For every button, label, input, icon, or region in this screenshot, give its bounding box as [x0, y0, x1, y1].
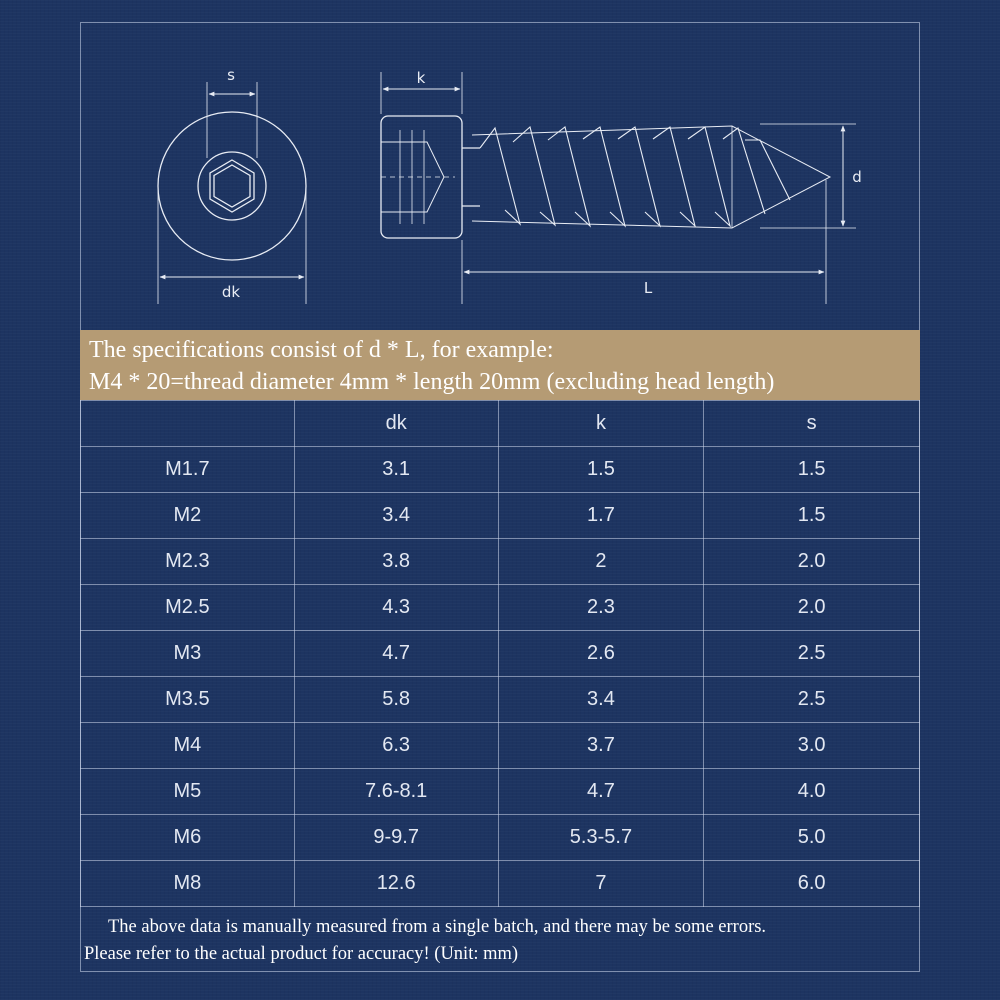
spec-table: dk k s M1.7 3.1 1.5 1.5 M2 3.4 1.7 1.5 M2.3 3.8… — [80, 400, 920, 907]
dk-cell: 9-9.7 — [293, 814, 499, 861]
dk-label: dk — [222, 283, 241, 301]
k-label: k — [417, 69, 426, 87]
table-row: M4 6.3 3.7 3.0 — [80, 722, 920, 769]
banner-line-2: M4 * 20=thread diameter 4mm * length 20m… — [89, 369, 775, 395]
dk-cell: 12.6 — [293, 860, 499, 907]
k-cell: 2.3 — [497, 584, 705, 631]
k-cell: 2 — [497, 538, 705, 585]
dk-cell: 4.3 — [293, 584, 499, 631]
header-s: s — [703, 400, 920, 447]
header-k: k — [497, 400, 705, 447]
table-row: M3.5 5.8 3.4 2.5 — [80, 676, 920, 723]
k-cell: 3.4 — [497, 676, 705, 723]
banner-line-1: The specifications consist of d * L, for… — [89, 337, 554, 363]
k-cell: 4.7 — [497, 768, 705, 815]
s-cell: 1.5 — [703, 492, 920, 539]
size-cell: M6 — [80, 814, 295, 861]
size-cell: M2.3 — [80, 538, 295, 585]
dk-cell: 7.6-8.1 — [293, 768, 499, 815]
k-cell: 7 — [497, 860, 705, 907]
size-cell: M4 — [80, 722, 295, 769]
table-header-row: dk k s — [80, 400, 920, 447]
size-cell: M2 — [80, 492, 295, 539]
size-cell: M1.7 — [80, 446, 295, 493]
s-cell: 1.5 — [703, 446, 920, 493]
size-cell: M3 — [80, 630, 295, 677]
header-size — [80, 400, 295, 447]
size-cell: M8 — [80, 860, 295, 907]
k-cell: 1.5 — [497, 446, 705, 493]
dk-cell: 3.4 — [293, 492, 499, 539]
table-row: M2 3.4 1.7 1.5 — [80, 492, 920, 539]
d-label: d — [852, 168, 862, 186]
size-cell: M5 — [80, 768, 295, 815]
spec-banner: The specifications consist of d * L, for… — [80, 330, 920, 400]
head-top-view — [157, 111, 307, 261]
k-cell: 3.7 — [497, 722, 705, 769]
s-cell: 5.0 — [703, 814, 920, 861]
footnote: The above data is manually measured from… — [84, 914, 920, 968]
dk-cell: 6.3 — [293, 722, 499, 769]
dk-cell: 5.8 — [293, 676, 499, 723]
dk-cell: 4.7 — [293, 630, 499, 677]
screw-diagram: s dk k d L — [0, 0, 1000, 330]
k-cell: 2.6 — [497, 630, 705, 677]
dk-cell: 3.1 — [293, 446, 499, 493]
s-cell: 4.0 — [703, 768, 920, 815]
table-row: M1.7 3.1 1.5 1.5 — [80, 446, 920, 493]
s-cell: 3.0 — [703, 722, 920, 769]
table-row: M6 9-9.7 5.3-5.7 5.0 — [80, 814, 920, 861]
L-label: L — [644, 279, 653, 297]
table-row: M2.5 4.3 2.3 2.0 — [80, 584, 920, 631]
s-cell: 2.5 — [703, 630, 920, 677]
dk-cell: 3.8 — [293, 538, 499, 585]
s-cell: 2.0 — [703, 538, 920, 585]
s-cell: 2.0 — [703, 584, 920, 631]
table-row: M5 7.6-8.1 4.7 4.0 — [80, 768, 920, 815]
k-cell: 5.3-5.7 — [497, 814, 705, 861]
table-row: M8 12.6 7 6.0 — [80, 860, 920, 907]
k-cell: 1.7 — [497, 492, 705, 539]
table-row: M3 4.7 2.6 2.5 — [80, 630, 920, 677]
size-cell: M3.5 — [80, 676, 295, 723]
footnote-line-1: The above data is manually measured from… — [108, 917, 767, 937]
size-cell: M2.5 — [80, 584, 295, 631]
table-row: M2.3 3.8 2 2.0 — [80, 538, 920, 585]
s-label: s — [227, 66, 235, 84]
s-cell: 6.0 — [703, 860, 920, 907]
header-dk: dk — [293, 400, 499, 447]
footnote-line-2: Please refer to the actual product for a… — [84, 944, 519, 964]
s-cell: 2.5 — [703, 676, 920, 723]
screw-side-view — [380, 115, 832, 239]
